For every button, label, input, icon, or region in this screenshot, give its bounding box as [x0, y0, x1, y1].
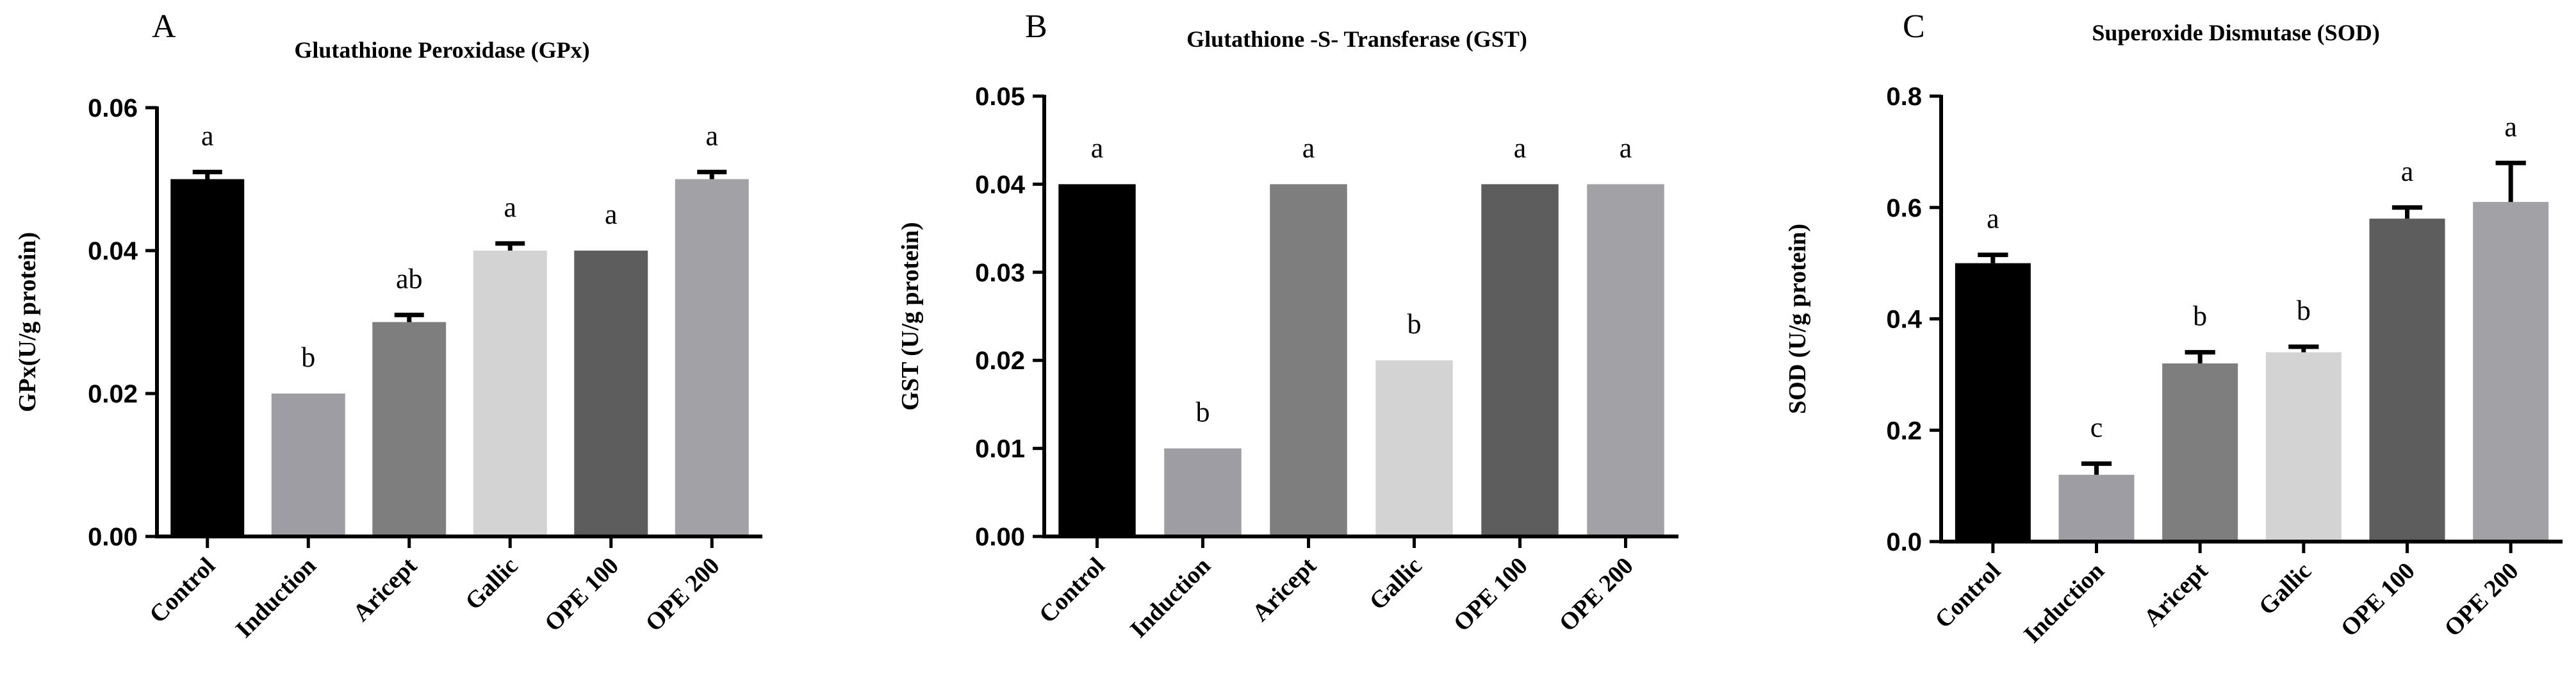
panel-b-letter: B [1025, 8, 1047, 45]
panel-c-error-bar-aricept [2185, 350, 2215, 363]
panel-c-bar-induction [2058, 474, 2135, 542]
panel-c-error-bar-ope-200 [2495, 160, 2526, 203]
panel-b-x-tick-label-induction: Induction [1125, 552, 1216, 643]
panel-b-y-tick-label: 0.04 [975, 170, 1026, 199]
panel-c-y-tick-label: 0.0 [1886, 528, 1922, 556]
panel-b-title: Glutathione -S- Transferase (GST) [1186, 26, 1527, 52]
panel-b-x-tick-label-ope-100: OPE 100 [1448, 552, 1533, 637]
panel-a-bar-gallic [473, 251, 547, 536]
panel-c-significance-gallic: b [2297, 295, 2311, 326]
panel-a-bar-ope-100 [574, 251, 648, 536]
panel-b-y-tick-label: 0.03 [975, 259, 1025, 287]
panel-a-y-tick-label: 0.06 [88, 94, 138, 122]
panel-c-error-bar-gallic [2288, 344, 2319, 353]
panel-b: B Glutathione -S- Transferase (GST) GST … [897, 8, 1678, 643]
panel-b-x-tick-label-aricept: Aricept [1247, 552, 1322, 626]
panel-a-title: Glutathione Peroxidase (GPx) [294, 37, 589, 63]
panel-a-x-tick-label-ope-200: OPE 200 [641, 552, 725, 637]
panel-b-significance-aricept: a [1302, 132, 1315, 163]
panel-b-bar-gallic [1375, 360, 1453, 536]
panel-a-error-bar-control [192, 169, 222, 179]
panel-a-significance-gallic: a [504, 192, 516, 223]
panel-a-significance-ope-200: a [705, 120, 718, 151]
panel-c-y-tick-label: 0.6 [1886, 194, 1922, 222]
panel-c-significance-aricept: b [2193, 301, 2207, 332]
panel-b-x-tick-label-control: Control [1034, 552, 1110, 629]
panel-b-bar-aricept [1270, 184, 1347, 536]
panel-c-y-tick-label: 0.8 [1886, 83, 1922, 111]
panel-a-error-bar-ope-200 [697, 169, 727, 179]
panel-c-y-tick-label: 0.4 [1886, 306, 1922, 334]
panel-a-significance-aricept: ab [396, 263, 423, 294]
panel-b-y-tick-label: 0.00 [975, 523, 1025, 551]
panel-a-x-tick-label-aricept: Aricept [348, 552, 422, 626]
panel-c-bar-ope-100 [2369, 219, 2445, 542]
panel-c-x-tick-label-aricept: Aricept [2138, 557, 2213, 631]
panel-b-bar-ope-100 [1481, 184, 1559, 536]
panel-b-bar-induction [1164, 448, 1242, 536]
panel-b-bar-ope-200 [1587, 184, 1664, 536]
panel-c-x-tick-label-gallic: Gallic [2254, 558, 2317, 620]
panel-b-significance-ope-100: a [1514, 132, 1527, 163]
panel-c-x-tick-label-control: Control [1930, 558, 2006, 634]
panel-b-significance-gallic: b [1407, 308, 1422, 340]
panel-b-y-axis-label: GST (U/g protein) [897, 222, 924, 410]
panel-b-y-tick-label: 0.01 [975, 435, 1025, 463]
panel-c-significance-ope-200: a [2504, 111, 2517, 142]
panel-b-y-tick-label: 0.05 [975, 83, 1025, 111]
panel-a-error-bar-aricept [394, 312, 424, 322]
panel-c-bar-aricept [2162, 363, 2238, 542]
panel-a-significance-control: a [201, 120, 214, 151]
panel-c-bar-gallic [2265, 352, 2342, 542]
panel-c-bar-control [1955, 263, 2031, 542]
panel-c-x-tick-label-induction: Induction [2019, 558, 2110, 649]
panel-a-bar-control [170, 179, 245, 536]
panel-c: C Superoxide Dismutase (SOD) SOD (U/g pr… [1784, 8, 2563, 648]
panel-a-significance-ope-100: a [605, 199, 618, 230]
panel-a-bar-ope-200 [675, 179, 749, 536]
panel-a-x-tick-label-ope-100: OPE 100 [539, 552, 624, 637]
panel-b-y-tick-label: 0.02 [975, 347, 1025, 375]
panel-b-x-tick-label-gallic: Gallic [1364, 552, 1427, 615]
panel-b-bar-control [1058, 184, 1136, 536]
panel-a-x-tick-label-gallic: Gallic [460, 552, 523, 615]
panel-b-significance-control: a [1091, 132, 1104, 163]
panel-a-y-axis-label: GPx(U/g protein) [14, 232, 41, 412]
panel-c-significance-induction: c [2090, 411, 2103, 443]
panel-b-axes [1042, 95, 1678, 538]
panel-b-x-tick-label-ope-200: OPE 200 [1554, 552, 1639, 637]
panel-c-significance-ope-100: a [2401, 156, 2414, 187]
panel-a-bar-induction [271, 394, 345, 536]
panel-a-bar-aricept [372, 322, 447, 536]
panel-a-x-tick-label-induction: Induction [231, 552, 322, 643]
panel-a-y-tick-label: 0.02 [88, 380, 138, 408]
panel-a-y-tick-label: 0.00 [88, 523, 138, 551]
panel-c-x-tick-label-ope-100: OPE 100 [2336, 558, 2420, 642]
panel-c-x-tick-label-ope-200: OPE 200 [2440, 558, 2524, 642]
panel-c-title: Superoxide Dismutase (SOD) [2092, 20, 2379, 46]
panel-a-error-bar-gallic [495, 241, 525, 251]
panel-a-axes [155, 106, 762, 538]
panel-c-error-bar-induction [2081, 461, 2112, 475]
panel-c-y-axis-label: SOD (U/g protein) [1784, 224, 1811, 414]
panel-a-significance-induction: b [301, 342, 315, 373]
panel-c-letter: C [1903, 8, 1925, 45]
panel-a-y-tick-label: 0.04 [88, 237, 138, 265]
panel-c-error-bar-ope-100 [2391, 205, 2423, 219]
panel-a-x-tick-label-control: Control [144, 552, 220, 629]
panel-c-error-bar-control [1978, 253, 2008, 263]
panel-a-letter: A [152, 8, 176, 45]
panel-c-y-tick-label: 0.2 [1886, 417, 1922, 445]
panel-b-significance-ope-200: a [1620, 132, 1632, 163]
panel-c-bar-ope-200 [2473, 202, 2549, 542]
panel-c-significance-control: a [1987, 203, 1999, 235]
panel-b-significance-induction: b [1196, 397, 1210, 428]
panel-a: A Glutathione Peroxidase (GPx) GPx(U/g p… [14, 8, 762, 643]
panel-c-axes [1939, 95, 2563, 544]
